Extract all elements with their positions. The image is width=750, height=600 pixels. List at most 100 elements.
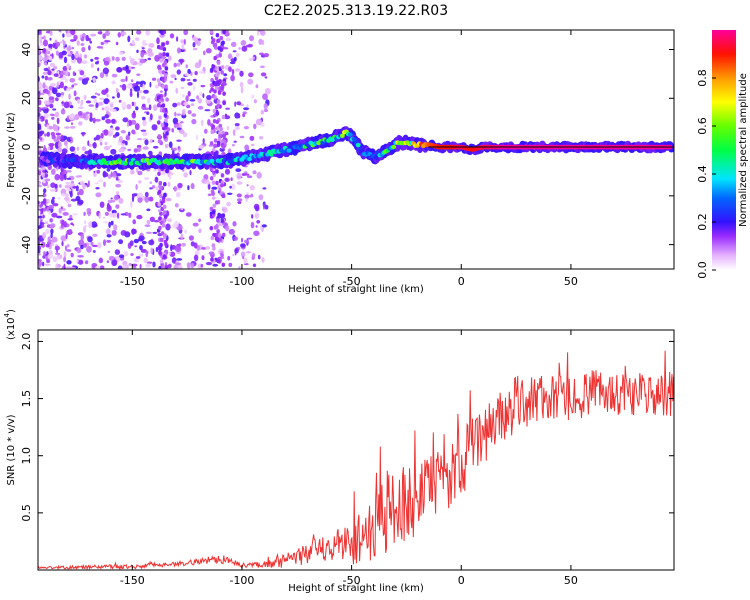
noise-blob bbox=[87, 212, 91, 217]
y-tick-label: 1.0 bbox=[20, 447, 33, 465]
stripe-blob bbox=[161, 76, 165, 82]
noise-blob bbox=[47, 253, 54, 259]
x-tick-label: -150 bbox=[120, 574, 145, 587]
noise-blob bbox=[188, 235, 194, 241]
noise-blob bbox=[175, 122, 179, 125]
noise-blob bbox=[63, 256, 67, 263]
noise-blob bbox=[145, 30, 151, 36]
noise-blob bbox=[60, 108, 66, 115]
noise-blob bbox=[73, 90, 77, 97]
noise-blob bbox=[47, 70, 52, 76]
noise-blob bbox=[232, 254, 235, 257]
stripe-blob bbox=[165, 168, 169, 174]
noise-blob bbox=[142, 83, 145, 91]
noise-blob bbox=[239, 81, 244, 88]
noise-blob bbox=[114, 249, 121, 255]
stripe-blob bbox=[159, 193, 163, 199]
noise-blob bbox=[117, 265, 123, 269]
noise-blob bbox=[96, 169, 101, 174]
noise-blob bbox=[46, 131, 50, 137]
stripe-blob bbox=[220, 218, 225, 223]
noise-blob bbox=[53, 73, 59, 77]
noise-blob bbox=[212, 263, 219, 267]
stripe-blob bbox=[211, 38, 216, 43]
noise-blob bbox=[111, 73, 118, 78]
noise-blob bbox=[110, 197, 113, 200]
noise-blob bbox=[104, 99, 109, 105]
colorbar-label: Normalized spectral amplitude bbox=[738, 73, 749, 227]
noise-blob bbox=[70, 30, 76, 36]
noise-blob bbox=[246, 237, 253, 240]
noise-blob bbox=[232, 143, 235, 147]
stripe-blob bbox=[161, 84, 165, 89]
stripe-blob bbox=[159, 185, 163, 190]
noise-blob bbox=[182, 132, 188, 138]
stripe-blob bbox=[165, 265, 169, 269]
noise-blob bbox=[92, 77, 96, 83]
noise-blob bbox=[105, 118, 112, 124]
noise-blob bbox=[40, 92, 45, 96]
noise-blob bbox=[146, 261, 153, 264]
noise-blob bbox=[184, 229, 187, 234]
noise-blob bbox=[178, 243, 181, 248]
noise-blob bbox=[63, 56, 68, 64]
noise-blob bbox=[225, 225, 230, 232]
noise-blob bbox=[230, 177, 233, 181]
stripe-blob bbox=[210, 235, 215, 241]
stripe-blob bbox=[221, 40, 225, 45]
noise-blob bbox=[149, 181, 153, 185]
stripe-blob bbox=[214, 76, 219, 81]
noise-blob bbox=[247, 78, 254, 85]
noise-blob bbox=[243, 257, 248, 264]
noise-blob bbox=[125, 135, 131, 141]
noise-blob bbox=[60, 206, 63, 210]
noise-blob bbox=[234, 248, 237, 256]
noise-blob bbox=[205, 246, 211, 250]
noise-blob bbox=[78, 188, 84, 196]
noise-blob bbox=[44, 221, 49, 225]
noise-blob bbox=[45, 119, 48, 124]
noise-blob bbox=[112, 96, 115, 99]
noise-blob bbox=[255, 118, 262, 126]
noise-blob bbox=[99, 141, 103, 146]
noise-blob bbox=[43, 35, 46, 40]
y-tick-label: -20 bbox=[20, 187, 33, 205]
noise-blob bbox=[129, 58, 135, 65]
stripe-blob bbox=[221, 144, 226, 149]
noise-blob bbox=[239, 70, 244, 77]
noise-blob bbox=[94, 182, 99, 185]
stripe-blob bbox=[163, 113, 168, 118]
noise-blob bbox=[53, 138, 58, 142]
noise-blob bbox=[115, 126, 120, 131]
noise-blob bbox=[102, 33, 106, 39]
noise-blob bbox=[183, 102, 189, 106]
stripe-blob bbox=[160, 97, 164, 102]
noise-blob bbox=[122, 117, 129, 123]
noise-blob bbox=[52, 42, 55, 48]
stripe-blob bbox=[159, 242, 163, 248]
noise-blob bbox=[142, 131, 148, 137]
noise-blob bbox=[69, 105, 74, 109]
noise-blob bbox=[66, 244, 70, 248]
noise-blob bbox=[55, 263, 59, 269]
noise-blob bbox=[53, 65, 58, 70]
noise-blob bbox=[47, 66, 51, 70]
noise-blob bbox=[257, 254, 261, 260]
stripe-blob bbox=[159, 259, 164, 264]
noise-blob bbox=[138, 180, 142, 184]
noise-blob bbox=[48, 85, 53, 91]
stripe-blob bbox=[165, 40, 170, 45]
stripe-blob bbox=[217, 90, 222, 95]
noise-blob bbox=[211, 196, 216, 200]
noise-blob bbox=[130, 79, 134, 83]
noise-blob bbox=[103, 221, 110, 224]
noise-blob bbox=[136, 91, 140, 99]
noise-blob bbox=[111, 56, 115, 61]
noise-blob bbox=[256, 31, 260, 36]
noise-blob bbox=[167, 181, 171, 187]
noise-blob bbox=[59, 184, 62, 188]
noise-blob bbox=[255, 225, 258, 228]
stripe-blob bbox=[160, 123, 165, 128]
noise-blob bbox=[59, 174, 65, 182]
noise-blob bbox=[91, 263, 98, 268]
